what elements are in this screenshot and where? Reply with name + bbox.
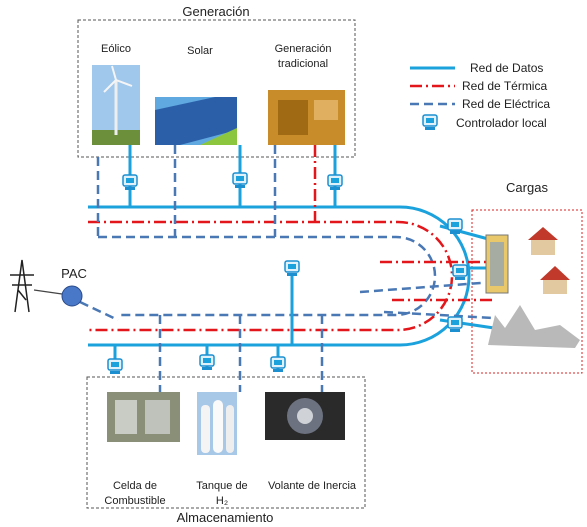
generation-images — [92, 65, 345, 145]
load-images-part — [490, 242, 504, 286]
local-controllers-part — [200, 355, 214, 370]
network-lines-part — [34, 290, 62, 294]
storage-images-part — [115, 400, 137, 434]
storage-label: H₂ — [216, 495, 228, 507]
local-controllers-part — [271, 357, 285, 372]
source-label: Solar — [187, 45, 213, 57]
local-controllers-part — [285, 261, 299, 276]
legend-label: Red de Eléctrica — [462, 97, 550, 111]
storage-images-part — [145, 400, 170, 434]
local-controllers — [108, 115, 467, 374]
storage-images-part — [201, 405, 210, 453]
local-controllers-part — [123, 175, 137, 190]
source-label: Generación — [275, 43, 332, 55]
local-controllers-part — [233, 173, 247, 188]
network-lines-part — [115, 345, 278, 370]
legend-label: Red de Datos — [470, 61, 543, 75]
network-lines-part — [88, 207, 469, 345]
section-title: Generación — [182, 4, 249, 19]
local-controllers-part — [448, 317, 462, 332]
local-controllers-part — [423, 115, 437, 130]
storage-images — [107, 392, 345, 455]
legend-label: Red de Térmica — [462, 79, 547, 93]
source-label: tradicional — [278, 58, 328, 70]
storage-images-part — [297, 408, 313, 424]
load-images-part — [528, 227, 558, 240]
load-images-part — [10, 260, 34, 312]
storage-images-part — [226, 405, 234, 453]
network-lines-part — [80, 302, 118, 320]
storage-label: Combustible — [104, 495, 165, 507]
local-controllers-part — [108, 359, 122, 374]
section-title: Cargas — [506, 180, 548, 195]
load-images-part — [488, 305, 580, 348]
load-images-part — [531, 240, 555, 255]
network-lines — [34, 145, 494, 392]
load-images-part — [543, 280, 567, 294]
network-lines-part — [160, 315, 322, 392]
source-label: Eólico — [101, 43, 131, 55]
storage-label: Volante de Inercia — [268, 480, 357, 492]
local-controllers-part — [448, 219, 462, 234]
storage-images-part — [213, 400, 223, 453]
legend-label: Controlador local — [456, 116, 547, 130]
storage-label: Tanque de — [196, 480, 247, 492]
microgrid-diagram: Red de Datos Red de Térmica Red de Eléct… — [0, 0, 587, 527]
load-images-part — [540, 266, 570, 280]
load-images-part — [62, 286, 82, 306]
generation-images-part — [314, 100, 338, 120]
local-controllers-part — [453, 265, 467, 280]
generation-images-part — [278, 100, 308, 135]
pac-label: PAC — [61, 266, 87, 281]
network-lines-part — [98, 237, 435, 315]
storage-label: Celda de — [113, 480, 157, 492]
local-controllers-part — [328, 175, 342, 190]
section-title: Almacenamiento — [177, 510, 274, 525]
